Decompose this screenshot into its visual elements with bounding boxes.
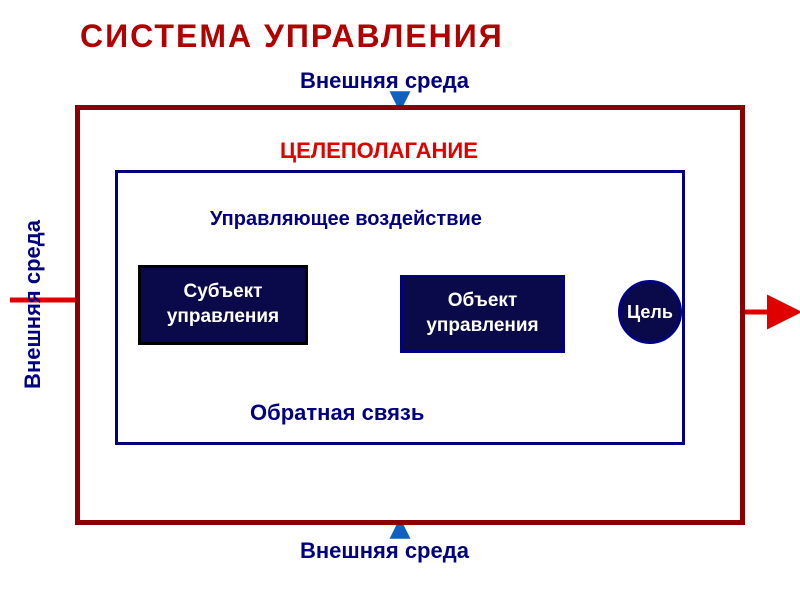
label-control-action: Управляющее воздействие (210, 208, 482, 231)
label-env-left: Внешняя среда (20, 220, 46, 389)
node-goal: Цель (618, 280, 682, 344)
label-env-top: Внешняя среда (300, 68, 469, 94)
node-subject: Субъект управления (138, 265, 308, 345)
label-goalsetting: ЦЕЛЕПОЛАГАНИЕ (280, 138, 478, 164)
label-env-bottom: Внешняя среда (300, 538, 469, 564)
node-object: Объект управления (400, 275, 565, 353)
diagram-title: СИСТЕМА УПРАВЛЕНИЯ (80, 18, 504, 55)
label-feedback: Обратная связь (250, 400, 424, 426)
